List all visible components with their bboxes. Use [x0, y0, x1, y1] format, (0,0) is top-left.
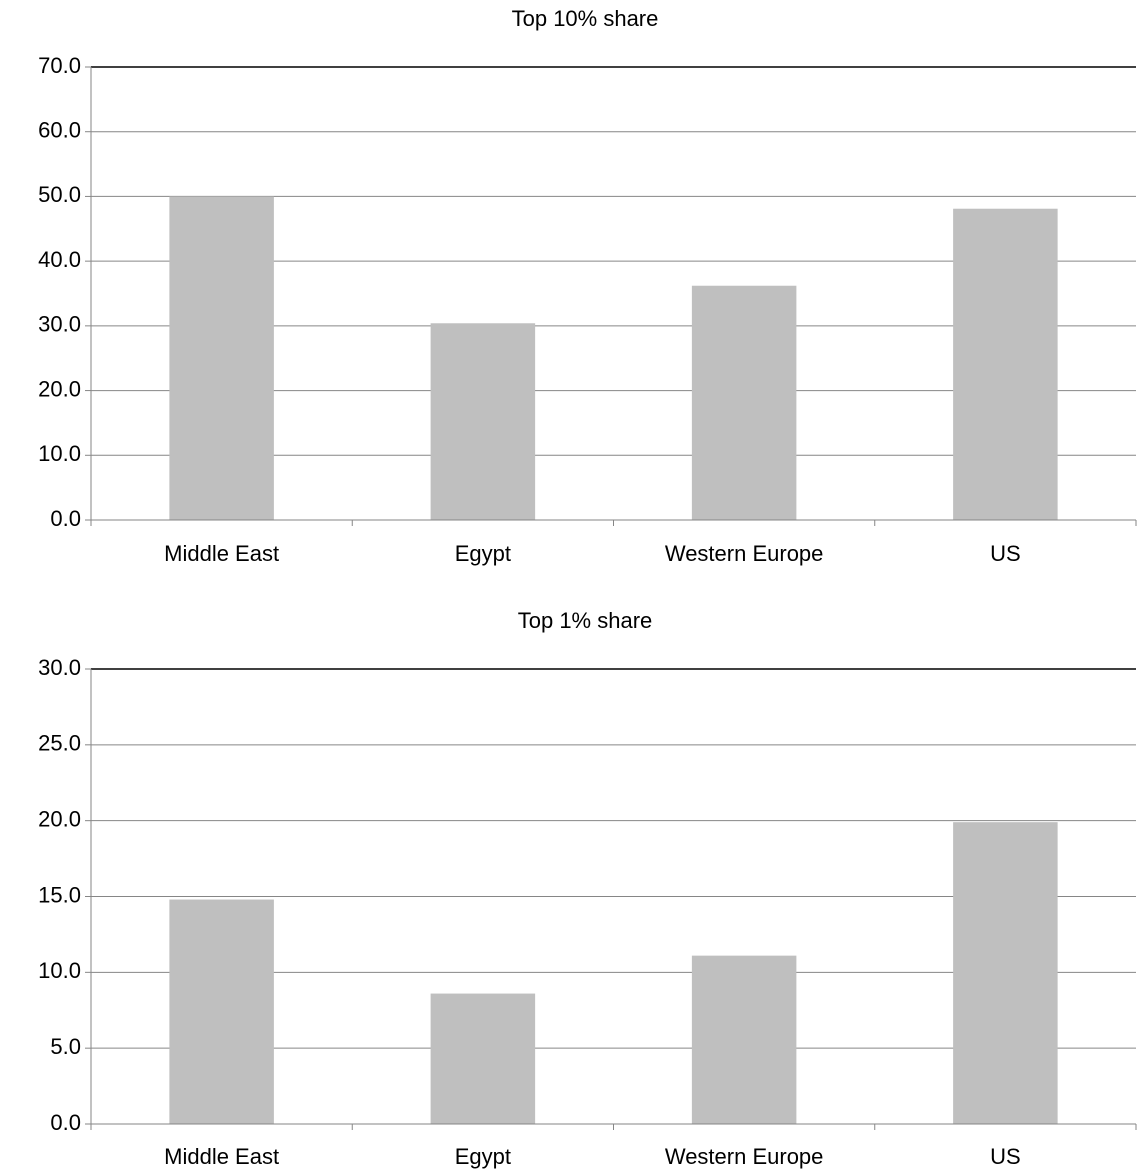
chart-title: Top 1% share	[518, 608, 653, 633]
x-tick-label: US	[990, 1144, 1021, 1169]
x-tick-label: Egypt	[455, 541, 511, 566]
y-tick-label: 60.0	[38, 118, 81, 143]
bar	[169, 196, 274, 520]
bar	[430, 323, 536, 520]
chart-title: Top 10% share	[512, 6, 659, 31]
x-tick-label: Middle East	[164, 541, 279, 566]
y-tick-label: 10.0	[38, 441, 81, 466]
y-tick-label: 30.0	[38, 655, 81, 680]
y-tick-label: 15.0	[38, 882, 81, 907]
y-tick-label: 50.0	[38, 182, 81, 207]
y-tick-label: 5.0	[50, 1034, 81, 1059]
x-tick-label: US	[990, 541, 1021, 566]
bar	[169, 899, 274, 1124]
bar	[691, 955, 797, 1124]
bar	[430, 993, 536, 1124]
y-tick-label: 10.0	[38, 958, 81, 983]
bar	[953, 822, 1058, 1124]
y-tick-label: 20.0	[38, 806, 81, 831]
bar	[953, 208, 1058, 520]
y-tick-label: 40.0	[38, 247, 81, 272]
y-tick-label: 0.0	[50, 506, 81, 531]
x-tick-label: Egypt	[455, 1144, 511, 1169]
y-tick-label: 20.0	[38, 376, 81, 401]
y-tick-label: 25.0	[38, 731, 81, 756]
bar	[691, 285, 797, 520]
y-tick-label: 70.0	[38, 53, 81, 78]
x-tick-label: Western Europe	[665, 1144, 824, 1169]
x-tick-label: Western Europe	[665, 541, 824, 566]
y-tick-label: 30.0	[38, 312, 81, 337]
y-tick-label: 0.0	[50, 1110, 81, 1135]
x-tick-label: Middle East	[164, 1144, 279, 1169]
